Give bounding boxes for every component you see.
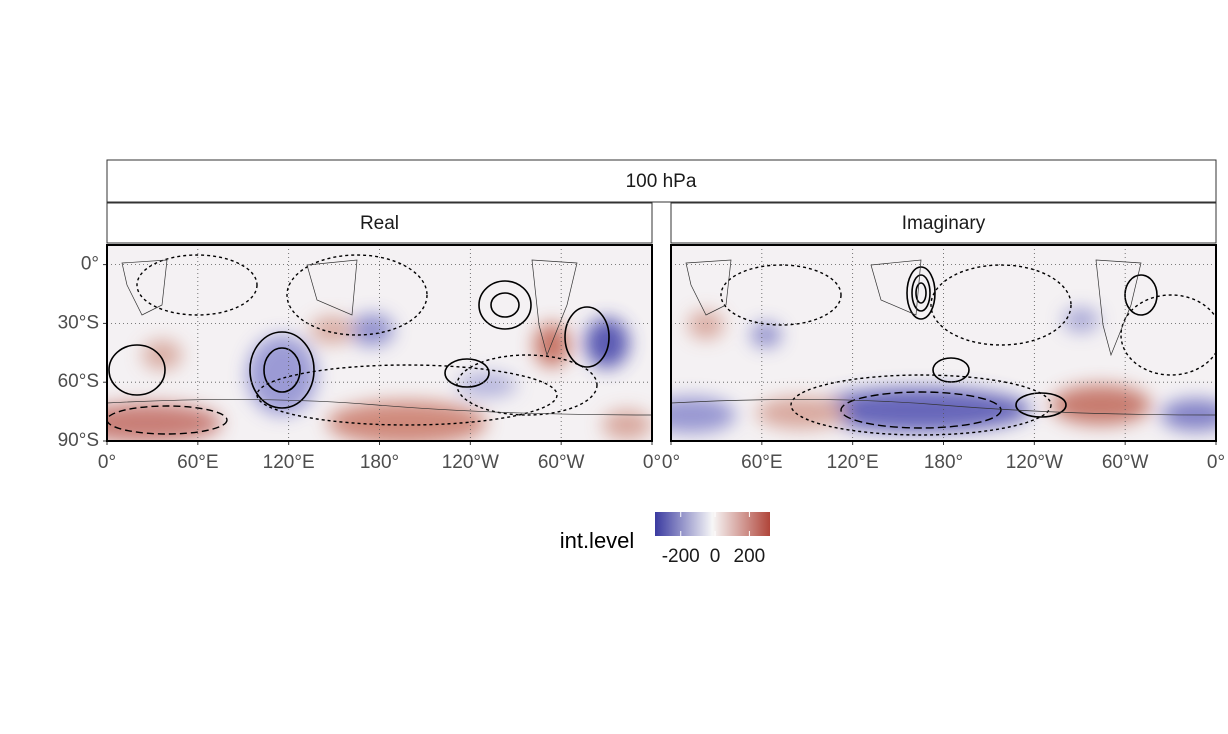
x-tick-label: 180° xyxy=(360,452,399,473)
x-tick-label: 180° xyxy=(924,452,963,473)
x-tick-label: 60°E xyxy=(741,452,782,473)
strip-box xyxy=(106,159,1217,203)
legend-tick-label: -200 xyxy=(662,546,700,567)
strip-title: 100 hPa xyxy=(626,171,697,192)
x-tick-label: 0° xyxy=(662,452,680,473)
panel-imaginary-field xyxy=(671,245,1216,441)
colorbar xyxy=(655,512,770,536)
panel-border xyxy=(106,244,653,442)
y-tick-label: 0° xyxy=(81,254,99,275)
x-tick-label: 120°W xyxy=(1006,452,1063,473)
x-tick-label: 60°E xyxy=(177,452,218,473)
x-tick-label: 0° xyxy=(1207,452,1225,473)
panel-strip xyxy=(106,202,653,244)
x-tick-label: 60°W xyxy=(538,452,585,473)
x-tick-label: 60°W xyxy=(1102,452,1149,473)
y-tick-label: 30°S xyxy=(58,312,99,333)
panel-title: Imaginary xyxy=(902,213,986,234)
x-tick-label: 0° xyxy=(643,452,661,473)
x-tick-label: 120°E xyxy=(827,452,879,473)
panel-real-field xyxy=(107,245,652,441)
legend-tick-label: 200 xyxy=(734,546,766,567)
x-tick-label: 120°E xyxy=(263,452,315,473)
panel-border xyxy=(670,244,1217,442)
y-tick-label: 90°S xyxy=(58,430,99,451)
legend-tick-label: 0 xyxy=(710,546,721,567)
y-tick-label: 60°S xyxy=(58,371,99,392)
x-tick-label: 0° xyxy=(98,452,116,473)
panel-strip xyxy=(670,202,1217,244)
x-tick-label: 120°W xyxy=(442,452,499,473)
legend-title: int.level xyxy=(560,528,635,553)
panel-title: Real xyxy=(360,213,399,234)
